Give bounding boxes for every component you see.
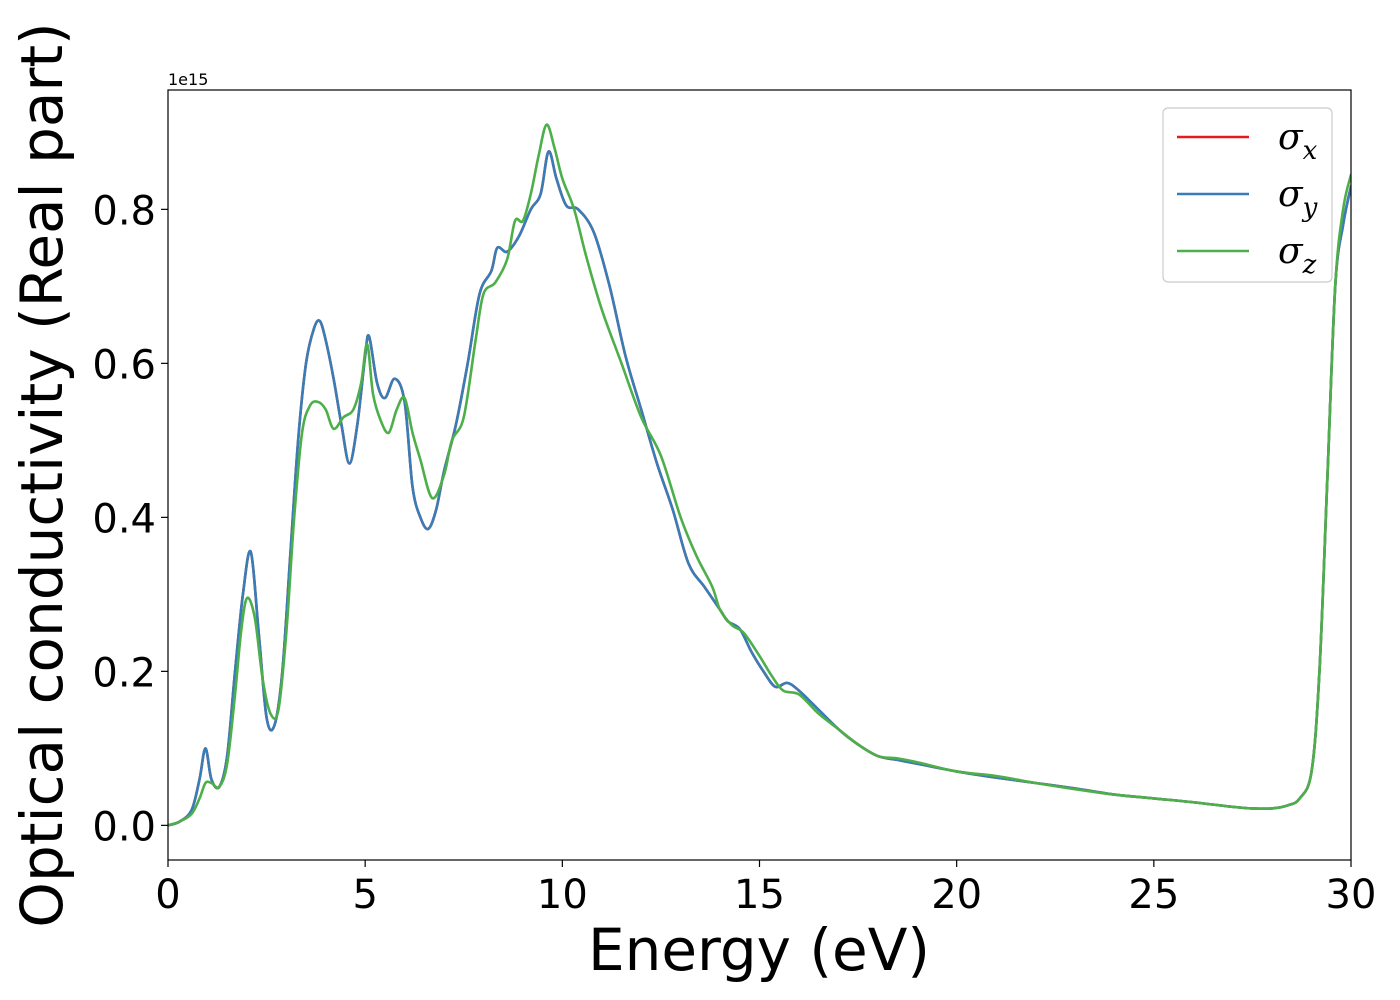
legend-label-base: σ: [1278, 174, 1304, 215]
y-axis: 0.0 0.2 0.4 0.6 0.8: [92, 188, 168, 850]
series-line-z: [168, 123, 1351, 827]
legend-label-subscript: y: [1302, 193, 1318, 223]
y-offset-text: 1e15: [168, 70, 208, 89]
y-tick-label: 0.4: [92, 496, 156, 542]
x-tick-label: 10: [537, 872, 588, 918]
x-axis: 0 5 10 15 20 25 30: [155, 860, 1376, 918]
legend-label-base: σ: [1278, 231, 1304, 272]
x-tick-label: 0: [155, 872, 180, 918]
legend-label-base: σ: [1278, 117, 1304, 158]
x-axis-label: Energy (eV): [588, 916, 930, 984]
legend-label-y: σy: [1278, 174, 1318, 223]
x-tick-label: 30: [1326, 872, 1377, 918]
legend-label-z: σz: [1278, 231, 1317, 280]
series-layer: [168, 123, 1351, 827]
x-tick-label: 15: [734, 872, 785, 918]
x-tick-label: 5: [352, 872, 377, 918]
x-tick-label: 25: [1128, 872, 1179, 918]
legend-label-subscript: x: [1303, 136, 1318, 166]
legend-label-x: σx: [1278, 117, 1318, 166]
y-tick-label: 0.2: [92, 650, 156, 696]
legend-label-subscript: z: [1302, 250, 1317, 280]
x-tick-label: 20: [931, 872, 982, 918]
y-tick-label: 0.8: [92, 188, 156, 234]
y-tick-label: 0.6: [92, 342, 156, 388]
y-axis-label: Optical conductivity (Real part): [8, 22, 76, 927]
y-tick-label: 0.0: [92, 804, 156, 850]
